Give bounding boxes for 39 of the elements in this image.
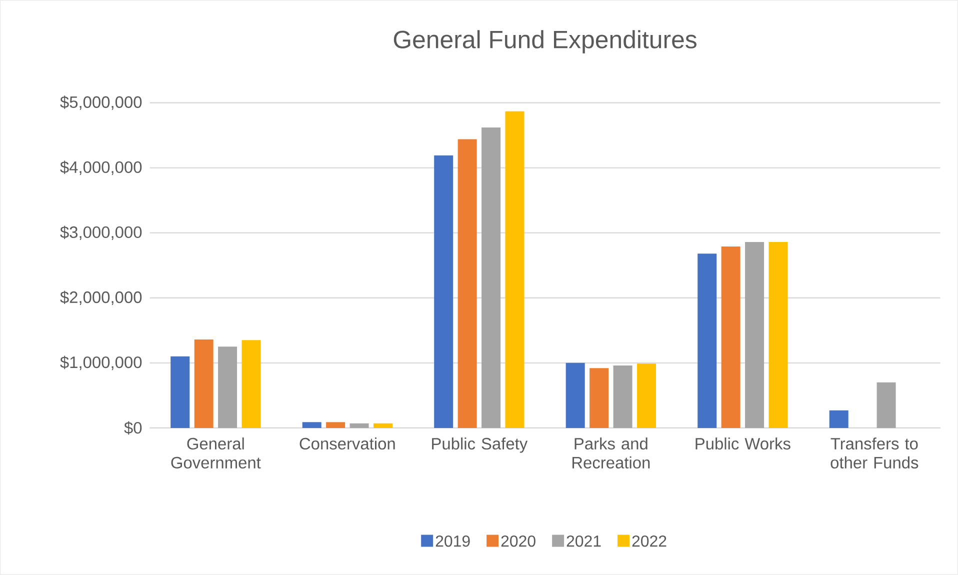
bar	[350, 424, 369, 428]
x-tick-label: Parks and Recreation	[572, 438, 650, 469]
y-tick-label: $1,000,000	[60, 356, 142, 370]
legend-label: 2019	[436, 536, 470, 547]
bar	[590, 368, 609, 428]
bar	[768, 242, 788, 428]
bar	[698, 254, 717, 428]
x-tick-label: Conservation	[300, 438, 395, 450]
bar	[613, 366, 632, 428]
y-tick-label: $0	[124, 421, 142, 435]
y-tick-label: $4,000,000	[60, 160, 142, 176]
bar	[194, 340, 214, 428]
chart-title: General Fund Expenditures	[394, 30, 696, 54]
y-tick-label: $3,000,000	[60, 226, 142, 240]
bar	[242, 340, 261, 428]
x-tick-label: Public Safety	[432, 438, 528, 453]
bar	[218, 346, 238, 428]
bar	[566, 363, 585, 428]
x-tick-label: General Government	[171, 438, 261, 469]
legend-label: 2020	[501, 536, 536, 547]
y-tick-label: $5,000,000	[60, 96, 142, 110]
bar	[482, 128, 501, 428]
x-tick-label: Public Works	[696, 438, 790, 450]
bar	[505, 111, 524, 428]
x-tick-label: Transfers to other Funds	[830, 438, 918, 469]
bar	[302, 422, 322, 428]
bar	[373, 424, 392, 428]
bar	[745, 242, 764, 428]
bar	[326, 422, 346, 428]
bar	[636, 364, 656, 428]
bar	[876, 382, 896, 428]
legend-label: 2021	[566, 536, 601, 547]
bar	[829, 410, 848, 428]
y-tick-label: $2,000,000	[60, 290, 142, 306]
bar	[458, 139, 477, 428]
bar	[434, 156, 454, 428]
bar	[170, 356, 190, 428]
legend-label: 2022	[632, 536, 666, 547]
bar	[721, 246, 740, 428]
